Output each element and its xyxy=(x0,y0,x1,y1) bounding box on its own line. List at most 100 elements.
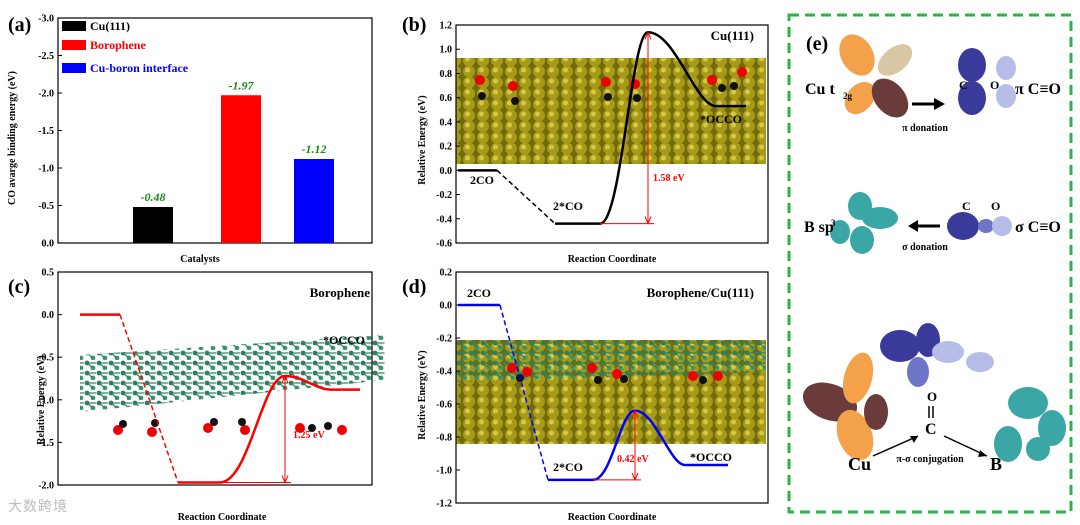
panel-b-curve xyxy=(458,30,746,225)
panel-c-ytick-label: -2.0 xyxy=(38,481,54,492)
d-dashed-drop xyxy=(499,304,549,481)
legend-swatch-borophene xyxy=(62,40,86,50)
panel-d: (d) 0.2 0.0 -0.2 -0.4 -0.6 -0.8 -1.0 -1.2 Borop… xyxy=(402,268,769,523)
cu-surface-image xyxy=(456,58,766,164)
panel-d-ytick-label: -1.0 xyxy=(436,466,452,477)
cu-t2g-subscript: 2g xyxy=(843,91,853,101)
panel-d-frame xyxy=(455,271,769,504)
panel-a-legend: Cu(111) Borophene Cu-boron interface xyxy=(62,19,189,75)
conj-cu: Cu xyxy=(848,454,871,474)
panel-d-ytick-label: -0.8 xyxy=(436,433,452,444)
panel-c-ytick-label: 0.0 xyxy=(42,310,55,321)
panel-a-bars: -0.48 -1.97 -1.12 xyxy=(133,78,334,243)
panel-b-ytick-label: 0.4 xyxy=(440,117,453,128)
panel-a-ytick-label: -1.5 xyxy=(38,126,54,137)
borophene-sheet-c xyxy=(80,335,385,437)
panel-a-xlabel: Catalysts xyxy=(180,254,220,265)
cu-to-c-arrowhead xyxy=(910,436,918,443)
panel-b-axes: 1.2 1.0 0.8 0.6 0.4 0.2 0.0 -0.2 -0.4 -0.6 xyxy=(436,21,769,250)
legend-swatch-interface xyxy=(62,63,86,73)
panel-b-ytick-label: -0.2 xyxy=(436,190,452,201)
bar-value-label: -0.48 xyxy=(141,190,166,204)
panel-c-xlabel: Reaction Coordinate xyxy=(178,512,267,523)
panel-d-xlabel: Reaction Coordinate xyxy=(568,512,657,523)
panel-d-title: Borophene/Cu(111) xyxy=(647,285,754,300)
bar-1 xyxy=(133,207,173,243)
panel-c-ylabel: Relative Energy (eV) xyxy=(36,355,47,444)
panel-d-axes: 0.2 0.0 -0.2 -0.4 -0.6 -0.8 -1.0 -1.2 xyxy=(436,268,769,510)
panel-e: (e) Cu t 2g π donation C O π C≡O B s xyxy=(787,13,1073,514)
panel-d-state-2co: 2CO xyxy=(467,286,491,300)
panel-b-barrier: 1.58 eV xyxy=(653,173,685,184)
b-barrier-curve xyxy=(599,31,717,225)
panel-d-ylabel: Relative Energy (eV) xyxy=(417,350,428,439)
c-barrier-curve xyxy=(219,374,331,484)
d-barrier-arrow-bottom xyxy=(631,472,639,482)
panel-c: (c) 0.5 0.0 -0.5 -1.0 -1.5 -2.0 Borophene *OC… xyxy=(8,268,385,523)
pi-co-c: C xyxy=(959,78,968,92)
panel-b-frame xyxy=(455,24,769,244)
panel-d-barrier: 0.42 eV xyxy=(617,454,649,465)
sigma-co-text: σ C≡O xyxy=(1015,219,1061,236)
panel-c-frame xyxy=(57,271,373,486)
panel-b-ytick-label: -0.4 xyxy=(436,214,452,225)
panel-c-curve xyxy=(80,313,360,484)
sigma-co-orbital xyxy=(947,212,1012,240)
panel-b-ytick-label: 0.8 xyxy=(440,69,453,80)
panel-d-ytick-label: -0.4 xyxy=(436,367,452,378)
legend-cu: Cu(111) xyxy=(90,19,130,33)
sigma-donation-arrowhead xyxy=(908,220,918,232)
panel-b-ytick-label: 0.2 xyxy=(440,142,453,153)
cu-t2g-orbital xyxy=(839,34,913,118)
panel-d-label: (d) xyxy=(402,276,426,298)
panel-d-ytick-label: 0.0 xyxy=(440,301,453,312)
panel-d-ytick-label: -0.6 xyxy=(436,400,452,411)
panel-d-ytick-label: 0.2 xyxy=(440,268,453,279)
panel-e-label: (e) xyxy=(806,33,828,55)
sigma-donation-text: σ donation xyxy=(902,242,948,253)
borophene-sheet-d xyxy=(456,340,766,382)
panel-a-label: (a) xyxy=(8,14,31,36)
panel-a-ytick-label: -2.5 xyxy=(38,51,54,62)
panel-c-state-occo: *OCCO xyxy=(323,333,365,347)
pi-donation-text: π donation xyxy=(902,123,948,134)
panel-e-frame xyxy=(787,13,1073,514)
panel-b-ytick-label: -0.6 xyxy=(436,239,452,250)
panel-b-xlabel: Reaction Coordinate xyxy=(568,254,657,265)
panel-d-ytick-label: -0.2 xyxy=(436,334,452,345)
panel-a-ylabel: CO avarge binding energy (eV) xyxy=(7,71,18,205)
panel-a-axes: -3.0 -2.5 -2.0 -1.5 -1.0 -0.5 0.0 xyxy=(38,14,373,250)
conj-c: C xyxy=(925,421,937,438)
panel-b-state-2co: 2CO xyxy=(470,173,494,187)
panel-d-curve xyxy=(458,303,728,482)
panel-b-ytick-label: 0.0 xyxy=(440,166,453,177)
panel-b-ytick-label: 0.6 xyxy=(440,93,453,104)
panel-c-axes: 0.5 0.0 -0.5 -1.0 -1.5 -2.0 xyxy=(38,268,373,492)
panel-b-title: Cu(111) xyxy=(711,28,754,43)
panel-b-ylabel: Relative Energy (eV) xyxy=(417,95,428,184)
panel-c-barrier: 1.25 eV xyxy=(293,430,325,441)
panel-c-ytick-label: -1.5 xyxy=(38,438,54,449)
panel-c-label: (c) xyxy=(8,276,30,298)
c-barrier-arrow-top xyxy=(281,374,289,384)
bar-3 xyxy=(294,159,334,243)
conj-b: B xyxy=(990,454,1002,474)
co-molecules-d xyxy=(507,363,723,384)
c-to-b-arrowhead xyxy=(978,450,987,457)
sigma-co-o: O xyxy=(991,199,1000,213)
c-barrier-arrow-bottom xyxy=(281,475,289,484)
panel-c-ytick-label: 0.5 xyxy=(42,268,55,279)
panel-d-state-occo: *OCCO xyxy=(690,450,732,464)
panel-a-ytick-label: -1.0 xyxy=(38,164,54,175)
sigma-co-c: C xyxy=(962,199,971,213)
d-barrier-arrow-top xyxy=(631,409,639,418)
panel-c-ytick-label: -1.0 xyxy=(38,395,54,406)
panel-a-ytick-label: -3.0 xyxy=(38,14,54,25)
legend-swatch-cu xyxy=(62,21,86,31)
bar-value-label: -1.97 xyxy=(229,78,255,92)
b-dashed-drop xyxy=(496,169,556,225)
panel-b: (b) 1.2 1.0 0.8 0.6 0.4 0.2 0.0 -0.2 -0.4 -0.6 Cu… xyxy=(402,14,769,265)
pi-co-o: O xyxy=(990,78,999,92)
pi-co-orbital xyxy=(958,48,1016,115)
